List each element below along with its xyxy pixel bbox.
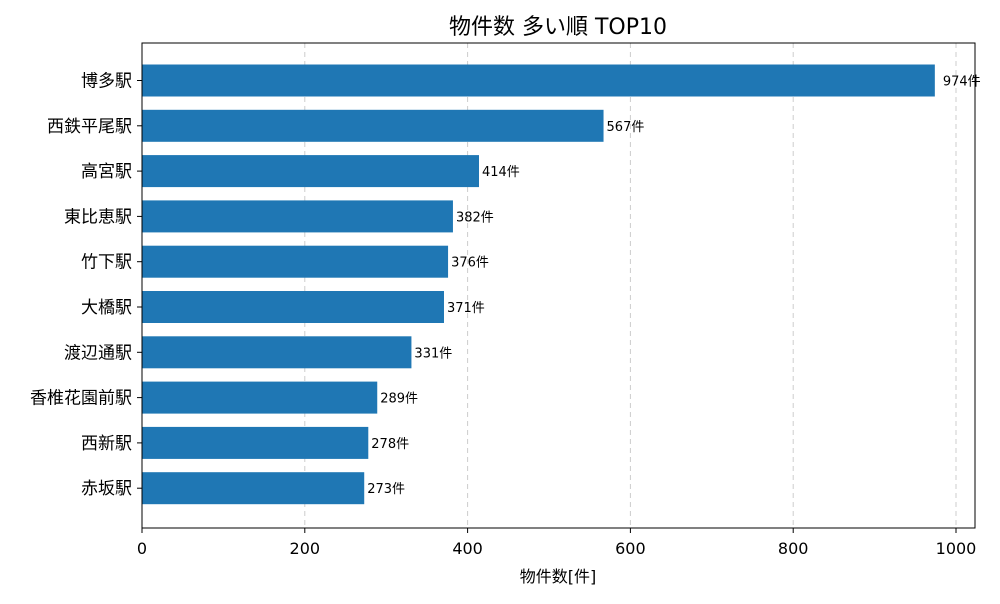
category-label: 赤坂駅 [81,479,132,499]
chart-title: 物件数 多い順 TOP10 [449,15,667,40]
data-label: 331件 [414,346,452,361]
category-label: 大橋駅 [81,298,132,318]
data-label: 382件 [456,210,494,225]
category-label: 博多駅 [81,72,132,92]
data-label: 278件 [371,437,409,452]
data-label: 376件 [451,256,489,271]
data-labels: 974件 567件 414件 382件 376件 371件 331件 289件 278件 273件 [367,75,980,498]
bars [142,64,935,505]
category-label: 渡辺通駅 [64,343,132,363]
category-label: 高宮駅 [81,162,132,182]
category-label: 東比恵駅 [64,207,132,227]
x-tick-label: 0 [137,539,147,558]
category-label: 香椎花園前駅 [30,389,132,409]
data-label: 567件 [607,120,645,135]
bar [142,200,453,233]
bar [142,381,378,414]
bar [142,245,449,278]
category-label: 竹下駅 [81,253,132,273]
x-tick-label: 400 [452,539,483,558]
x-axis-title: 物件数[件] [520,567,597,586]
data-label: 371件 [447,301,485,316]
bar [142,64,935,97]
bar [142,155,479,188]
plot-frame [141,42,976,529]
category-label: 西鉄平尾駅 [47,117,132,137]
category-label: 西新駅 [81,434,132,454]
data-label: 289件 [380,392,418,407]
bar [142,291,444,323]
x-tick-label: 800 [778,539,809,558]
data-label: 974件 [943,75,981,90]
data-label: 414件 [482,165,520,180]
bar [142,336,412,369]
x-axis-ticks: 0 200 400 600 800 1000 [137,528,976,558]
x-tick-label: 1000 [936,539,977,558]
bar [142,472,365,505]
x-tick-label: 600 [615,539,646,558]
data-label: 273件 [367,482,405,497]
bar [142,109,604,142]
bar [142,426,369,459]
x-tick-label: 200 [290,539,321,558]
